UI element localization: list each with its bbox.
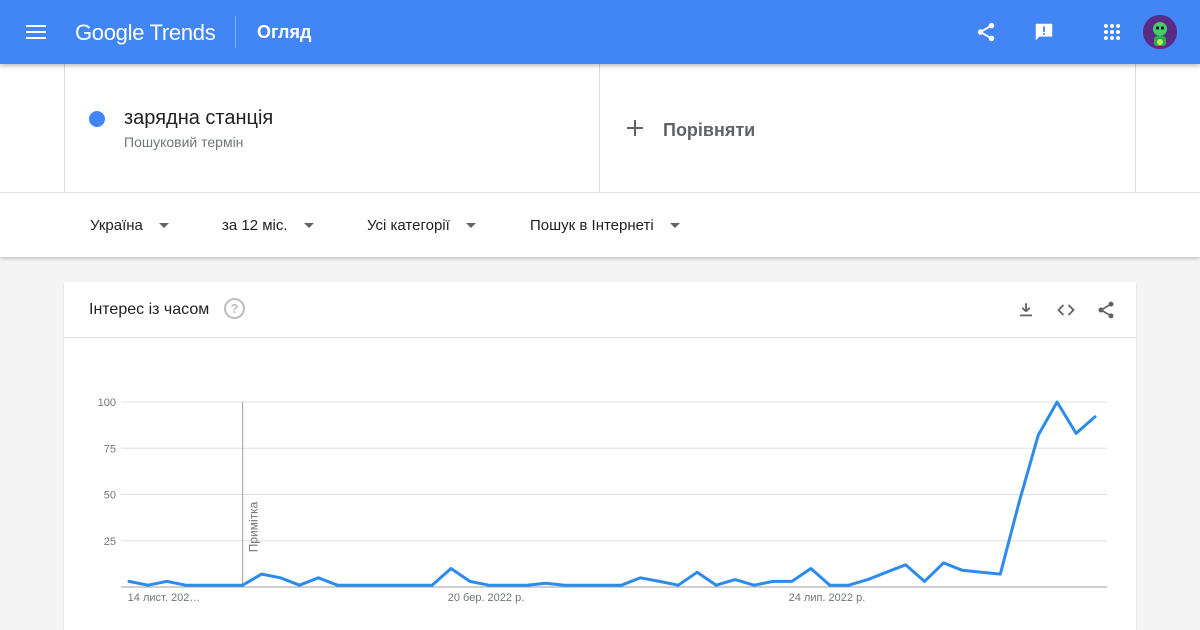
search-term-panel: зарядна станція Пошуковий термін Порівня… (0, 64, 1200, 192)
search-term-text[interactable]: зарядна станція (124, 107, 274, 129)
google-trends-logo[interactable]: Google Trends (75, 20, 216, 45)
category-dropdown[interactable]: Усі категорії (367, 217, 476, 234)
chevron-down-icon (158, 223, 169, 228)
card-header: Інтерес із часом ? (64, 282, 1136, 338)
compare-label: Порівняти (663, 120, 756, 140)
search-term-type: Пошуковий термін (124, 134, 244, 150)
interest-line-chart[interactable]: 100 75 50 25 Примітка 14 лист. 202… 20 бер. 20… (64, 338, 1136, 630)
chevron-down-icon (303, 223, 314, 228)
chevron-down-icon (465, 223, 476, 228)
search-type-label: Пошук в Інтернеті (530, 217, 654, 234)
region-dropdown[interactable]: Україна (90, 217, 169, 234)
chevron-down-icon (669, 223, 680, 228)
search-term-card[interactable]: зарядна станція Пошуковий термін (64, 64, 600, 192)
avatar[interactable] (1143, 15, 1177, 49)
period-label: за 12 міс. (222, 217, 288, 234)
header-divider (235, 16, 236, 48)
search-type-dropdown[interactable]: Пошук в Інтернеті (530, 217, 680, 234)
menu-icon[interactable] (20, 20, 52, 44)
apps-icon[interactable] (1096, 16, 1128, 48)
x-tick-label: 14 лист. 202… (128, 592, 201, 604)
page-title: Огляд (257, 22, 312, 42)
x-tick-label: 20 бер. 2022 р. (448, 592, 525, 604)
card-title: Інтерес із часом (89, 301, 210, 318)
embed-icon[interactable] (1054, 298, 1078, 322)
share-icon[interactable] (1094, 298, 1118, 322)
category-label: Усі категорії (367, 217, 450, 234)
annotation-label: Примітка (247, 501, 261, 552)
x-tick-label: 24 лип. 2022 р. (789, 592, 866, 604)
feedback-icon[interactable] (1028, 16, 1060, 48)
share-icon[interactable] (970, 16, 1002, 48)
filter-bar: Україна за 12 міс. Усі категорії Пошук в… (0, 192, 1200, 257)
period-dropdown[interactable]: за 12 міс. (222, 217, 314, 234)
interest-over-time-card: Інтерес із часом ? 100 75 50 25 Примітка 14 л… (64, 282, 1136, 630)
y-tick-label: 75 (104, 443, 116, 455)
region-label: Україна (90, 217, 143, 234)
y-tick-label: 50 (104, 490, 116, 502)
plus-icon (627, 120, 643, 136)
series-line (127, 400, 1097, 587)
compare-button[interactable]: Порівняти (600, 64, 1136, 192)
help-icon[interactable]: ? (224, 298, 245, 319)
top-app-bar: Google Trends Огляд (0, 0, 1200, 64)
y-tick-label: 100 (98, 397, 116, 409)
download-icon[interactable] (1014, 298, 1038, 322)
y-tick-label: 25 (104, 536, 116, 548)
term-color-dot (89, 111, 105, 127)
